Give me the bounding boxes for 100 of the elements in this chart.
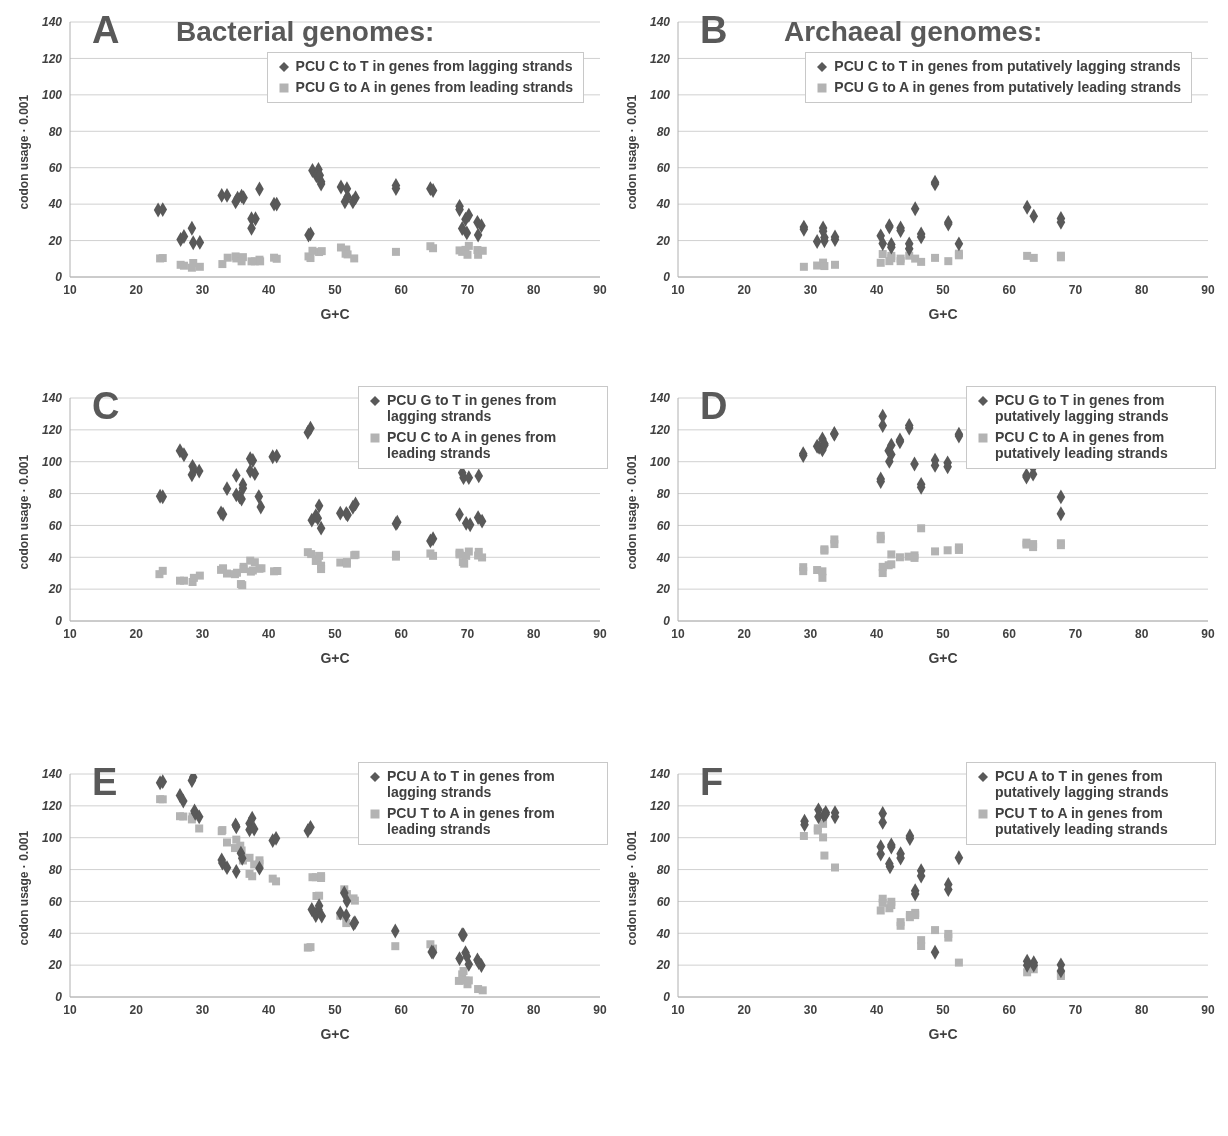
chart-subtitle: Archaeal genomes: [784, 16, 1043, 48]
x-tick-label: 60 [394, 626, 409, 641]
y-tick-label: 40 [47, 197, 63, 212]
y-tick-label: 60 [656, 160, 671, 175]
y-tick-label: 20 [47, 582, 63, 597]
y-tick-label: 80 [48, 862, 63, 877]
y-tick-label: 120 [41, 423, 63, 438]
x-tick-label: 60 [394, 282, 409, 297]
x-tick-label: 30 [195, 1002, 210, 1017]
x-tick-label: 80 [527, 282, 541, 297]
x-tick-label: 40 [870, 282, 884, 297]
x-tick-label: 90 [1201, 1002, 1215, 1017]
y-tick-label: 20 [47, 233, 63, 248]
x-tick-label: 10 [671, 626, 685, 641]
y-axis-title: codon usage · 0.001 [17, 94, 32, 210]
y-tick-label: 0 [663, 990, 671, 1005]
x-tick-label: 90 [593, 626, 607, 641]
y-axis-title: codon usage · 0.001 [625, 830, 640, 946]
y-tick-label: 140 [41, 391, 63, 406]
x-tick-label: 20 [737, 1002, 752, 1017]
x-axis-title: G+C [928, 306, 958, 322]
y-tick-label: 0 [55, 270, 63, 285]
x-tick-label: 80 [527, 626, 541, 641]
x-tick-label: 40 [262, 282, 276, 297]
y-tick-label: 140 [649, 767, 671, 782]
y-tick-label: 100 [649, 454, 671, 469]
x-tick-label: 10 [63, 626, 77, 641]
x-tick-label: 70 [1068, 626, 1083, 641]
legend-label: PCU C to T in genes from putatively lagging strands [834, 58, 1181, 74]
x-tick-label: 30 [803, 282, 818, 297]
x-tick-label: 50 [936, 626, 950, 641]
legend-label: PCU T to A in genes from putatively leading strands [995, 805, 1169, 837]
legend-label: PCU C to T in genes from lagging strands [295, 58, 573, 74]
x-axis-title: G+C [320, 650, 350, 666]
y-tick-label: 80 [48, 124, 63, 139]
x-axis-title: G+C [928, 650, 958, 666]
x-tick-label: 50 [936, 1002, 950, 1017]
y-tick-label: 80 [656, 862, 671, 877]
y-tick-label: 40 [47, 550, 63, 565]
x-axis-title: G+C [320, 1026, 350, 1042]
y-tick-label: 0 [55, 990, 63, 1005]
x-tick-label: 40 [870, 626, 884, 641]
x-tick-label: 80 [1135, 282, 1149, 297]
y-tick-label: 80 [656, 124, 671, 139]
legend-label: PCU A to T in genes from putatively lagging strands [995, 768, 1170, 800]
y-tick-label: 140 [649, 15, 671, 30]
x-tick-label: 80 [1135, 626, 1149, 641]
x-tick-label: 50 [328, 626, 342, 641]
y-tick-label: 0 [55, 614, 63, 629]
y-tick-label: 120 [649, 423, 671, 438]
chart-title: C [92, 385, 120, 427]
y-tick-label: 0 [663, 270, 671, 285]
y-tick-label: 100 [41, 830, 63, 845]
y-tick-label: 120 [649, 51, 671, 66]
y-tick-label: 100 [41, 88, 63, 103]
x-tick-label: 70 [1068, 282, 1083, 297]
x-tick-label: 70 [460, 1002, 475, 1017]
y-tick-label: 80 [656, 486, 671, 501]
chart-title: B [700, 9, 728, 51]
x-tick-label: 90 [593, 1002, 607, 1017]
x-tick-label: 20 [129, 282, 144, 297]
y-tick-label: 60 [48, 894, 63, 909]
x-tick-label: 30 [803, 1002, 818, 1017]
y-tick-label: 60 [656, 518, 671, 533]
y-tick-label: 120 [649, 799, 671, 814]
y-tick-label: 140 [41, 15, 63, 30]
x-tick-label: 30 [195, 282, 210, 297]
y-axis-title: codon usage · 0.001 [17, 830, 32, 946]
legend-label: PCU A to T in genes from lagging strands [387, 768, 556, 800]
y-tick-label: 40 [655, 926, 671, 941]
y-axis-title: codon usage · 0.001 [17, 454, 32, 570]
y-tick-label: 140 [649, 391, 671, 406]
y-tick-label: 60 [48, 518, 63, 533]
x-tick-label: 30 [803, 626, 818, 641]
x-axis-title: G+C [320, 306, 350, 322]
x-tick-label: 20 [737, 282, 752, 297]
y-tick-label: 20 [655, 958, 671, 973]
chart-subtitle: Bacterial genomes: [176, 16, 435, 48]
x-tick-label: 60 [1002, 626, 1017, 641]
y-tick-label: 20 [47, 958, 63, 973]
chart-title: E [92, 761, 118, 803]
y-tick-label: 60 [656, 894, 671, 909]
legend-label: PCU G to A in genes from leading strands [295, 79, 573, 95]
x-tick-label: 50 [328, 1002, 342, 1017]
y-tick-label: 40 [655, 550, 671, 565]
x-tick-label: 10 [63, 282, 77, 297]
y-tick-label: 20 [655, 233, 671, 248]
x-tick-label: 40 [262, 1002, 276, 1017]
chart-title: F [700, 761, 724, 803]
x-tick-label: 10 [63, 1002, 77, 1017]
y-tick-label: 100 [649, 830, 671, 845]
legend-label: PCU C to A in genes from putatively leading strands [995, 429, 1169, 461]
x-tick-label: 50 [936, 282, 950, 297]
legend-label: PCU C to A in genes from leading strands [387, 429, 558, 461]
x-tick-label: 90 [1201, 626, 1215, 641]
y-tick-label: 100 [41, 454, 63, 469]
y-axis-title: codon usage · 0.001 [625, 94, 640, 210]
y-tick-label: 140 [41, 767, 63, 782]
legend-label: PCU G to T in genes from lagging strands [387, 392, 558, 424]
x-tick-label: 80 [527, 1002, 541, 1017]
